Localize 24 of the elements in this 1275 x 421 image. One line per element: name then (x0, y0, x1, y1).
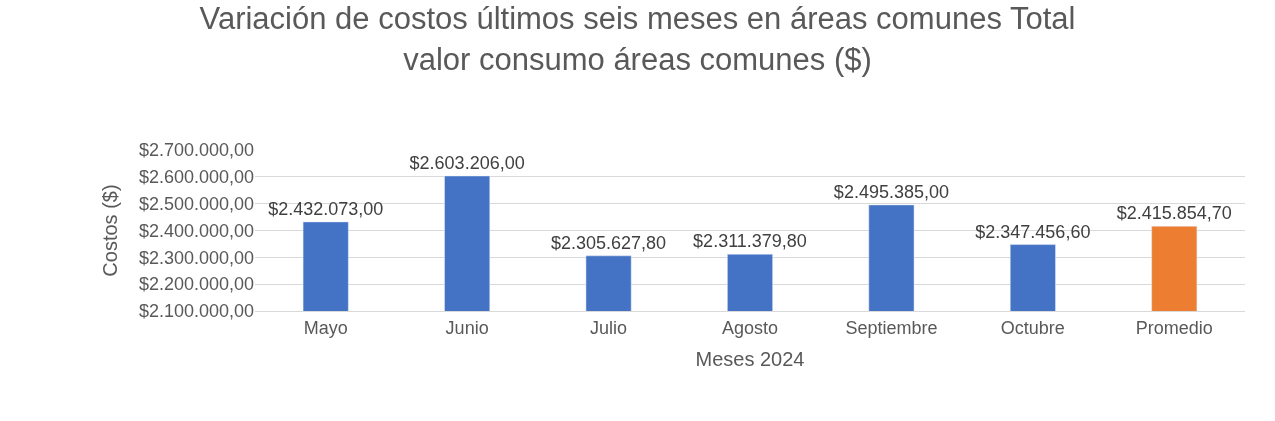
data-label: $2.311.379,80 (693, 231, 807, 252)
y-tick-label: $2.700.000,00 (138, 140, 254, 161)
x-tick-label: Promedio (1135, 317, 1213, 338)
x-tick-label: Agosto (721, 317, 779, 338)
data-label: $2.432.073,00 (268, 198, 384, 219)
data-label: $2.495.385,00 (833, 181, 949, 202)
x-tick-label: Octubre (1000, 317, 1065, 338)
y-tick-label: $2.100.000,00 (138, 301, 254, 322)
y-tick-label: $2.400.000,00 (138, 220, 254, 241)
data-label: $2.415.854,70 (1116, 203, 1232, 224)
data-label: $2.305.627,80 (551, 232, 667, 253)
x-tick-label: Mayo (303, 317, 348, 338)
y-tick-label: $2.200.000,00 (138, 274, 254, 295)
x-axis-title: Meses 2024 (695, 348, 805, 371)
data-label: $2.347.456,60 (975, 221, 1091, 242)
y-tick-label: $2.500.000,00 (138, 193, 254, 214)
y-axis-title: Costos ($) (99, 184, 122, 277)
data-label: $2.603.206,00 (409, 152, 525, 173)
y-tick-label: $2.600.000,00 (138, 167, 254, 188)
chart-title: Variación de costos últimos seis meses en áreas comunes Total valor consumo áreas comunes ($) (199, 1, 1076, 77)
x-tick-label: Julio (590, 317, 628, 338)
y-tick-label: $2.300.000,00 (138, 247, 254, 268)
x-tick-label: Septiembre (845, 317, 938, 338)
x-tick-label: Junio (445, 317, 489, 338)
